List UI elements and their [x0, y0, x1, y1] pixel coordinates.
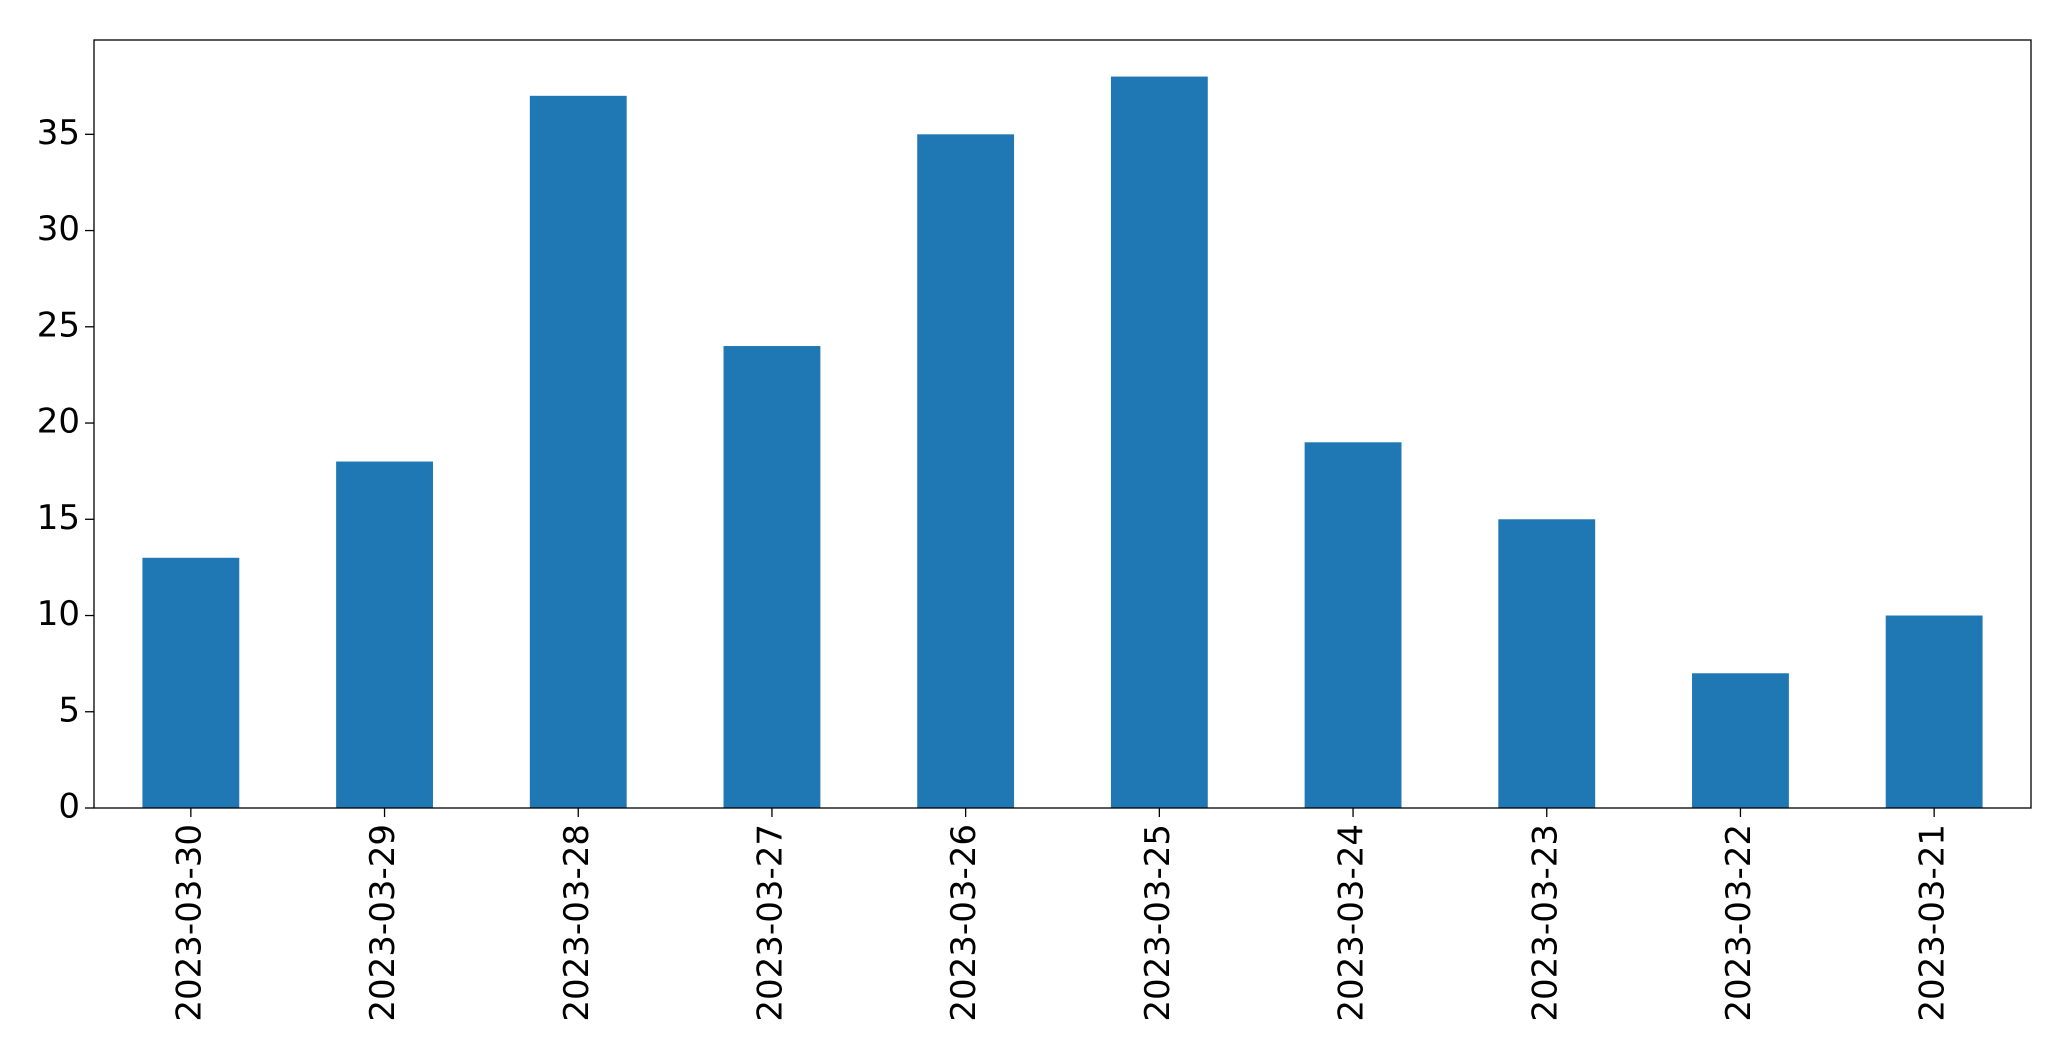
bar: [336, 461, 433, 808]
bar: [1304, 442, 1402, 808]
axes-frame: [93, 39, 2032, 809]
bar: [142, 557, 240, 808]
x-tick-label: 2023-03-27: [750, 824, 790, 1022]
x-tick-label: 2023-03-30: [169, 824, 209, 1022]
y-tick-label: 20: [37, 402, 80, 442]
y-tick-label: 30: [37, 209, 80, 249]
y-tick-label: 35: [37, 113, 80, 153]
bar: [1498, 519, 1596, 808]
x-tick-label: 2023-03-21: [1913, 824, 1953, 1022]
y-tick-label: 25: [37, 305, 80, 345]
plot-area: [142, 76, 1983, 809]
bar: [529, 95, 627, 808]
bar: [723, 346, 821, 808]
x-tick-label: 2023-03-29: [363, 824, 403, 1022]
bar: [1110, 76, 1208, 809]
y-tick-label: 5: [58, 690, 80, 730]
x-tick-label: 2023-03-28: [557, 824, 597, 1022]
x-tick-label: 2023-03-25: [1138, 824, 1178, 1022]
y-tick-label: 0: [58, 787, 80, 827]
y-tick-label: 10: [37, 594, 80, 634]
x-tick-label: 2023-03-23: [1525, 824, 1565, 1022]
bar: [1885, 615, 1983, 808]
y-tick-label: 15: [37, 498, 80, 538]
bar: [1692, 673, 1789, 808]
bar: [917, 134, 1015, 808]
x-tick-label: 2023-03-24: [1332, 824, 1372, 1022]
x-tick-label: 2023-03-22: [1719, 824, 1759, 1022]
x-tick-label: 2023-03-26: [944, 824, 984, 1022]
